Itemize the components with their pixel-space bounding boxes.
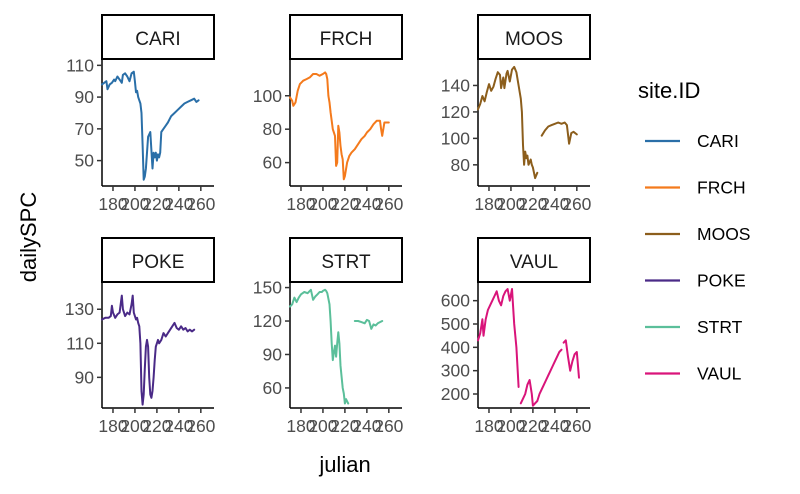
- facet-strip: [101, 14, 215, 60]
- x-tick-label: 200: [496, 194, 525, 214]
- x-tick-label: 220: [330, 416, 359, 436]
- series-line-vaul: [477, 288, 520, 388]
- y-tick-label: 130: [65, 299, 94, 319]
- x-tick-label: 200: [308, 194, 337, 214]
- x-tick-label: 260: [186, 194, 215, 214]
- x-tick-label: 260: [562, 416, 591, 436]
- y-tick-label: 500: [441, 314, 470, 334]
- x-tick-label: 220: [518, 194, 547, 214]
- x-tick-label: 260: [186, 416, 215, 436]
- x-tick-label: 240: [164, 416, 193, 436]
- legend-label: FRCH: [697, 178, 746, 198]
- y-tick-label: 110: [66, 333, 94, 353]
- y-tick-label: 60: [263, 153, 283, 173]
- y-tick-label: 200: [441, 384, 470, 404]
- y-tick-label: 100: [253, 86, 282, 106]
- x-tick-label: 240: [540, 194, 569, 214]
- facet-strip: [477, 14, 591, 60]
- x-tick-label: 200: [120, 416, 149, 436]
- y-tick-label: 80: [263, 119, 283, 139]
- y-tick-label: 50: [75, 151, 95, 171]
- x-tick-label: 240: [352, 416, 381, 436]
- series-line-vaul: [562, 339, 580, 379]
- series-line-moos: [540, 121, 578, 145]
- series-line-strt: [289, 288, 350, 405]
- x-tick-label: 240: [164, 194, 193, 214]
- y-tick-label: 120: [441, 102, 470, 122]
- series-line-strt: [353, 318, 384, 330]
- x-tick-label: 180: [286, 416, 315, 436]
- x-tick-label: 260: [374, 194, 403, 214]
- y-tick-label: 90: [75, 87, 95, 107]
- facet-strip: [289, 14, 403, 60]
- x-tick-label: 220: [330, 194, 359, 214]
- legend-label: MOOS: [697, 224, 750, 244]
- y-tick-label: 600: [441, 291, 470, 311]
- y-tick-label: 80: [451, 155, 471, 175]
- legend-label: VAUL: [697, 364, 742, 384]
- y-tick-label: 120: [253, 311, 282, 331]
- x-tick-label: 260: [374, 416, 403, 436]
- facet-panels: CARI507090110180200220240260FRCH60801001…: [65, 14, 592, 436]
- y-tick-label: 400: [441, 337, 470, 357]
- x-axis-title: julian: [318, 452, 370, 477]
- x-tick-label: 180: [474, 194, 503, 214]
- x-tick-label: 180: [98, 416, 127, 436]
- legend-entry-frch: FRCH: [645, 178, 746, 198]
- facet-strip-label: VAUL: [510, 252, 558, 273]
- y-tick-label: 70: [75, 119, 95, 139]
- facet-strip: [289, 237, 403, 283]
- x-tick-label: 200: [120, 194, 149, 214]
- y-tick-label: 90: [263, 344, 283, 364]
- series-line-poke: [101, 294, 196, 406]
- facet-strip-label: FRCH: [320, 29, 373, 50]
- legend-entry-vaul: VAUL: [645, 364, 742, 384]
- y-tick-label: 60: [263, 378, 283, 398]
- legend-entry-cari: CARI: [645, 131, 739, 151]
- legend-entry-moos: MOOS: [645, 224, 750, 244]
- series-line-frch: [289, 71, 390, 181]
- facet-strip: [101, 237, 215, 283]
- series-line-vaul: [519, 348, 563, 407]
- x-tick-label: 180: [286, 194, 315, 214]
- legend-entry-strt: STRT: [645, 317, 743, 337]
- x-tick-label: 240: [540, 416, 569, 436]
- x-tick-label: 180: [98, 194, 127, 214]
- legend-title: site.ID: [638, 78, 700, 103]
- legend-label: STRT: [697, 317, 743, 337]
- x-tick-label: 200: [496, 416, 525, 436]
- legend-entry-poke: POKE: [645, 271, 746, 291]
- legend-label: POKE: [697, 271, 746, 291]
- facet-strip-label: MOOS: [505, 29, 563, 50]
- y-tick-label: 140: [441, 75, 470, 95]
- x-tick-label: 220: [518, 416, 547, 436]
- legend-label: CARI: [697, 131, 739, 151]
- facet-strip-label: POKE: [132, 252, 185, 273]
- y-axis-title: dailySPC: [16, 192, 41, 283]
- y-tick-label: 300: [441, 361, 470, 381]
- x-tick-label: 220: [142, 194, 171, 214]
- x-tick-label: 260: [562, 194, 591, 214]
- legend: site.ID CARI FRCH MOOS POKE STRT VAUL: [638, 78, 750, 384]
- x-tick-label: 180: [474, 416, 503, 436]
- y-tick-label: 90: [75, 367, 95, 387]
- series-line-cari: [101, 70, 200, 181]
- y-tick-label: 110: [66, 55, 94, 75]
- x-tick-label: 220: [142, 416, 171, 436]
- series-line-moos: [477, 65, 539, 180]
- x-tick-label: 200: [308, 416, 337, 436]
- facet-strip: [477, 237, 591, 283]
- y-tick-label: 100: [441, 128, 470, 148]
- y-tick-label: 150: [253, 278, 282, 298]
- facet-strip-label: CARI: [135, 29, 180, 50]
- x-tick-label: 240: [352, 194, 381, 214]
- facet-strip-label: STRT: [321, 252, 371, 273]
